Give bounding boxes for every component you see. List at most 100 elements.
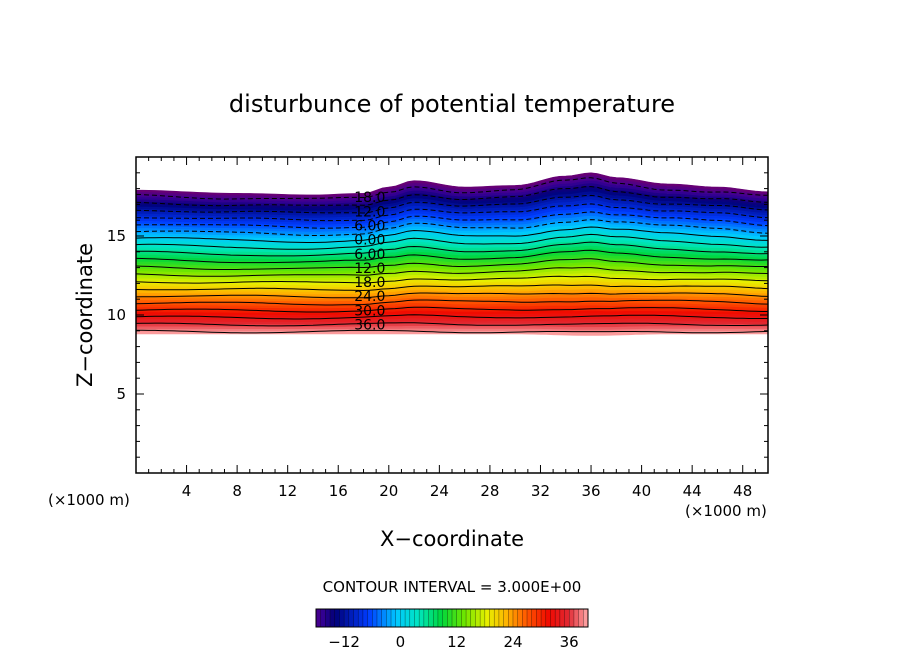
colorbar-cell [452, 609, 457, 627]
colorbar-cell [330, 609, 336, 627]
colorbar-cell [536, 609, 542, 627]
contour-label: 18.0 [354, 275, 385, 291]
colorbar-cell [381, 609, 387, 627]
contour-line [136, 194, 768, 214]
contour-label: 12.0 [354, 261, 385, 277]
colorbar-tick-label: 24 [503, 633, 522, 651]
contour-label: 36.0 [354, 318, 385, 334]
contour-line [136, 241, 768, 257]
x-tick-label: 24 [430, 482, 449, 500]
colorbar-cell [522, 609, 528, 627]
colorbar-cell [395, 609, 401, 627]
colorbar-cell [423, 609, 429, 627]
contour-line [136, 211, 768, 229]
contour-label: 0.00 [354, 233, 385, 249]
colorbar-cell [545, 609, 551, 627]
colorbar-cell [512, 609, 518, 627]
colorbar-tick-labels: −12 0 12 24 36 [328, 633, 578, 651]
colorbar-cell [372, 609, 378, 627]
colorbar-cell [447, 609, 453, 627]
colorbar-cell [362, 609, 368, 627]
contour-line [136, 177, 768, 200]
colorbar-cell [531, 609, 537, 627]
contour-line [136, 203, 768, 222]
x-tick-label: 12 [278, 482, 297, 500]
x-tick-label: 28 [480, 482, 499, 500]
colorbar-cell [320, 609, 326, 627]
contour-line [136, 306, 768, 313]
colorbar-cell [517, 609, 523, 627]
colorbar-tick-label: 36 [560, 633, 579, 651]
colorbar [315, 609, 589, 627]
colorbar-cell [470, 609, 476, 627]
colorbar-cell [564, 609, 570, 627]
x-unit-label: (×1000 m) [685, 502, 767, 520]
contour-line [136, 322, 768, 327]
colorbar-cell [344, 609, 350, 627]
colorbar-cell [316, 609, 321, 627]
contour-line [136, 249, 768, 264]
colorbar-cell [456, 609, 462, 627]
colorbar-cell [386, 609, 392, 627]
contour-line [136, 226, 768, 243]
contour-label: 18.0 [354, 190, 385, 206]
contour-label: 12.0 [354, 204, 385, 220]
colorbar-tick-label: 0 [396, 633, 406, 651]
colorbar-cell [559, 609, 565, 627]
colorbar-cell [498, 609, 504, 627]
colorbar-cell [461, 609, 467, 627]
colorbar-cell [466, 609, 472, 627]
colorbar-cell [325, 609, 331, 627]
colorbar-cell [433, 609, 439, 627]
x-tick-label: 8 [232, 482, 242, 500]
colorbar-cell [555, 609, 561, 627]
colorbar-frame [315, 608, 589, 628]
contour-line [136, 299, 768, 306]
contour-lines [136, 177, 768, 334]
colorbar-cell [409, 609, 415, 627]
colorbar-cell [400, 609, 406, 627]
x-tick-label: 40 [632, 482, 651, 500]
colorbar-cell [569, 609, 575, 627]
colorbar-cell [583, 609, 589, 627]
x-tick-label: 16 [329, 482, 348, 500]
x-tick-label: 20 [379, 482, 398, 500]
colorbar-cell [489, 609, 495, 627]
colorbar-cell [358, 609, 364, 627]
colorbar-cell [437, 609, 443, 627]
contour-line [136, 329, 768, 334]
chart-title: disturbunce of potential temperature [229, 90, 675, 118]
contour-line [136, 275, 768, 284]
colorbar-cell [550, 609, 556, 627]
colorbar-cell [376, 609, 382, 627]
colorbar-cell [334, 609, 340, 627]
colorbar-cell [414, 609, 420, 627]
colorbar-cell [573, 609, 579, 627]
contour-line [136, 267, 768, 277]
contour-line [136, 284, 768, 292]
x-tick-label: 36 [581, 482, 600, 500]
x-tick-label: 48 [733, 482, 752, 500]
x-tick-labels: 4 8 12 16 20 24 28 32 36 40 44 48 [182, 482, 752, 500]
colorbar-cell [541, 609, 547, 627]
contour-label: 6.00 [354, 247, 385, 263]
colorbar-cell [367, 609, 373, 627]
contour-line [136, 186, 768, 207]
x-axis-label: X−coordinate [380, 527, 524, 551]
contour-line [136, 219, 768, 236]
colorbar-cell [527, 609, 533, 627]
y-tick-labels: 5 10 15 [107, 227, 126, 403]
colorbar-tick-label: 12 [447, 633, 466, 651]
colorbar-cell [503, 609, 509, 627]
colorbar-cell [419, 609, 425, 627]
contour-line [136, 233, 768, 250]
x-tick-label: 44 [683, 482, 702, 500]
y-axis-label: Z−coordinate [73, 243, 97, 387]
contour-line [136, 292, 768, 299]
contour-label: 6.00 [354, 218, 385, 234]
contour-label: 24.0 [354, 289, 385, 305]
contour-interval-label: CONTOUR INTERVAL = 3.000E+00 [323, 578, 582, 596]
y-tick-label: 10 [107, 306, 126, 324]
colorbar-cell [494, 609, 500, 627]
